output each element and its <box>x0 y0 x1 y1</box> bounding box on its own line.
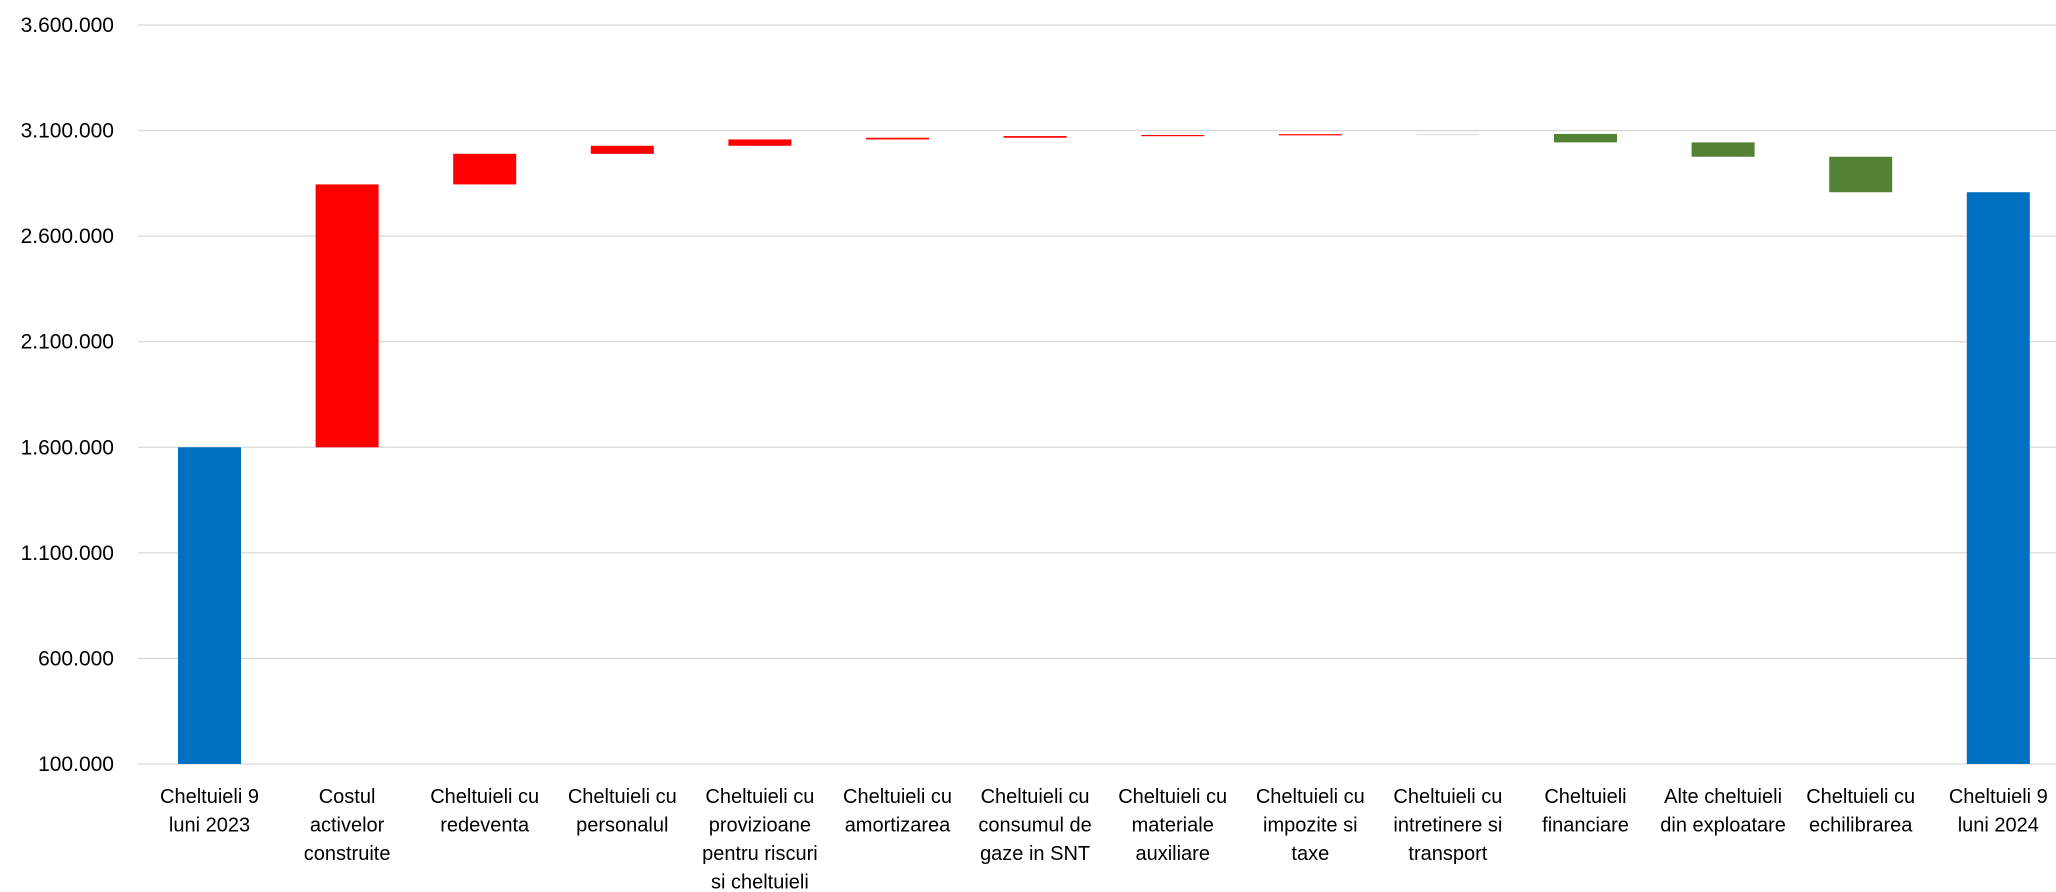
category-label: Cheltuieli cu echilibrarea <box>1806 786 1915 837</box>
bar-increase <box>1141 135 1205 137</box>
y-tick-label: 1.600.000 <box>21 436 114 459</box>
bar-decrease <box>1829 156 1893 193</box>
bar-increase <box>728 139 792 146</box>
y-tick-label: 1.100.000 <box>21 542 114 565</box>
category-label: Cheltuieli cu personalul <box>568 786 677 837</box>
bar-increase <box>866 137 929 140</box>
category-label: Cheltuieli cu consumul de gaze in SNT <box>978 786 1091 865</box>
y-tick-label: 2.600.000 <box>21 225 114 248</box>
category-label: Cheltuieli cu materiale auxiliare <box>1118 786 1227 865</box>
y-axis: 100.000 600.000 1.100.000 1.600.000 2.100.00… <box>21 14 114 776</box>
x-axis: Cheltuieli 9 luni 2023 Costul activelor cons… <box>160 786 2048 892</box>
category-label: Cheltuieli cu intretinere si transport <box>1393 786 1502 865</box>
bar-decrease <box>1554 133 1617 143</box>
category-label: Costul activelor construite <box>304 786 391 865</box>
category-label: Alte cheltuieli din exploatare <box>1660 786 1786 837</box>
bar-total <box>178 447 241 764</box>
bar-increase <box>1416 133 1480 136</box>
bar-total <box>1966 192 2030 764</box>
y-tick-label: 3.600.000 <box>21 14 114 37</box>
bar-increase <box>453 153 517 185</box>
bar-decrease <box>1691 142 1755 157</box>
bar-increase <box>315 184 379 448</box>
bar-increase <box>1003 136 1067 138</box>
category-label: Cheltuieli 9 luni 2024 <box>1949 786 2048 837</box>
category-label: Cheltuieli cu impozite si taxe <box>1256 786 1365 865</box>
y-tick-label: 2.100.000 <box>21 331 114 354</box>
category-label: Cheltuieli financiare <box>1542 786 1629 837</box>
bars <box>178 133 2030 764</box>
gridlines <box>138 24 2056 765</box>
category-label: Cheltuieli cu amortizarea <box>843 786 952 837</box>
y-tick-label: 600.000 <box>38 647 114 670</box>
bar-increase <box>1278 134 1342 136</box>
category-label: Cheltuieli 9 luni 2023 <box>160 786 259 837</box>
y-tick-label: 100.000 <box>38 753 114 776</box>
category-label: Cheltuieli cu provizioane pentru riscuri si… <box>702 786 818 892</box>
bar-increase <box>590 145 654 154</box>
category-label: Cheltuieli cu redeventa <box>430 786 539 837</box>
y-tick-label: 3.100.000 <box>21 120 114 143</box>
